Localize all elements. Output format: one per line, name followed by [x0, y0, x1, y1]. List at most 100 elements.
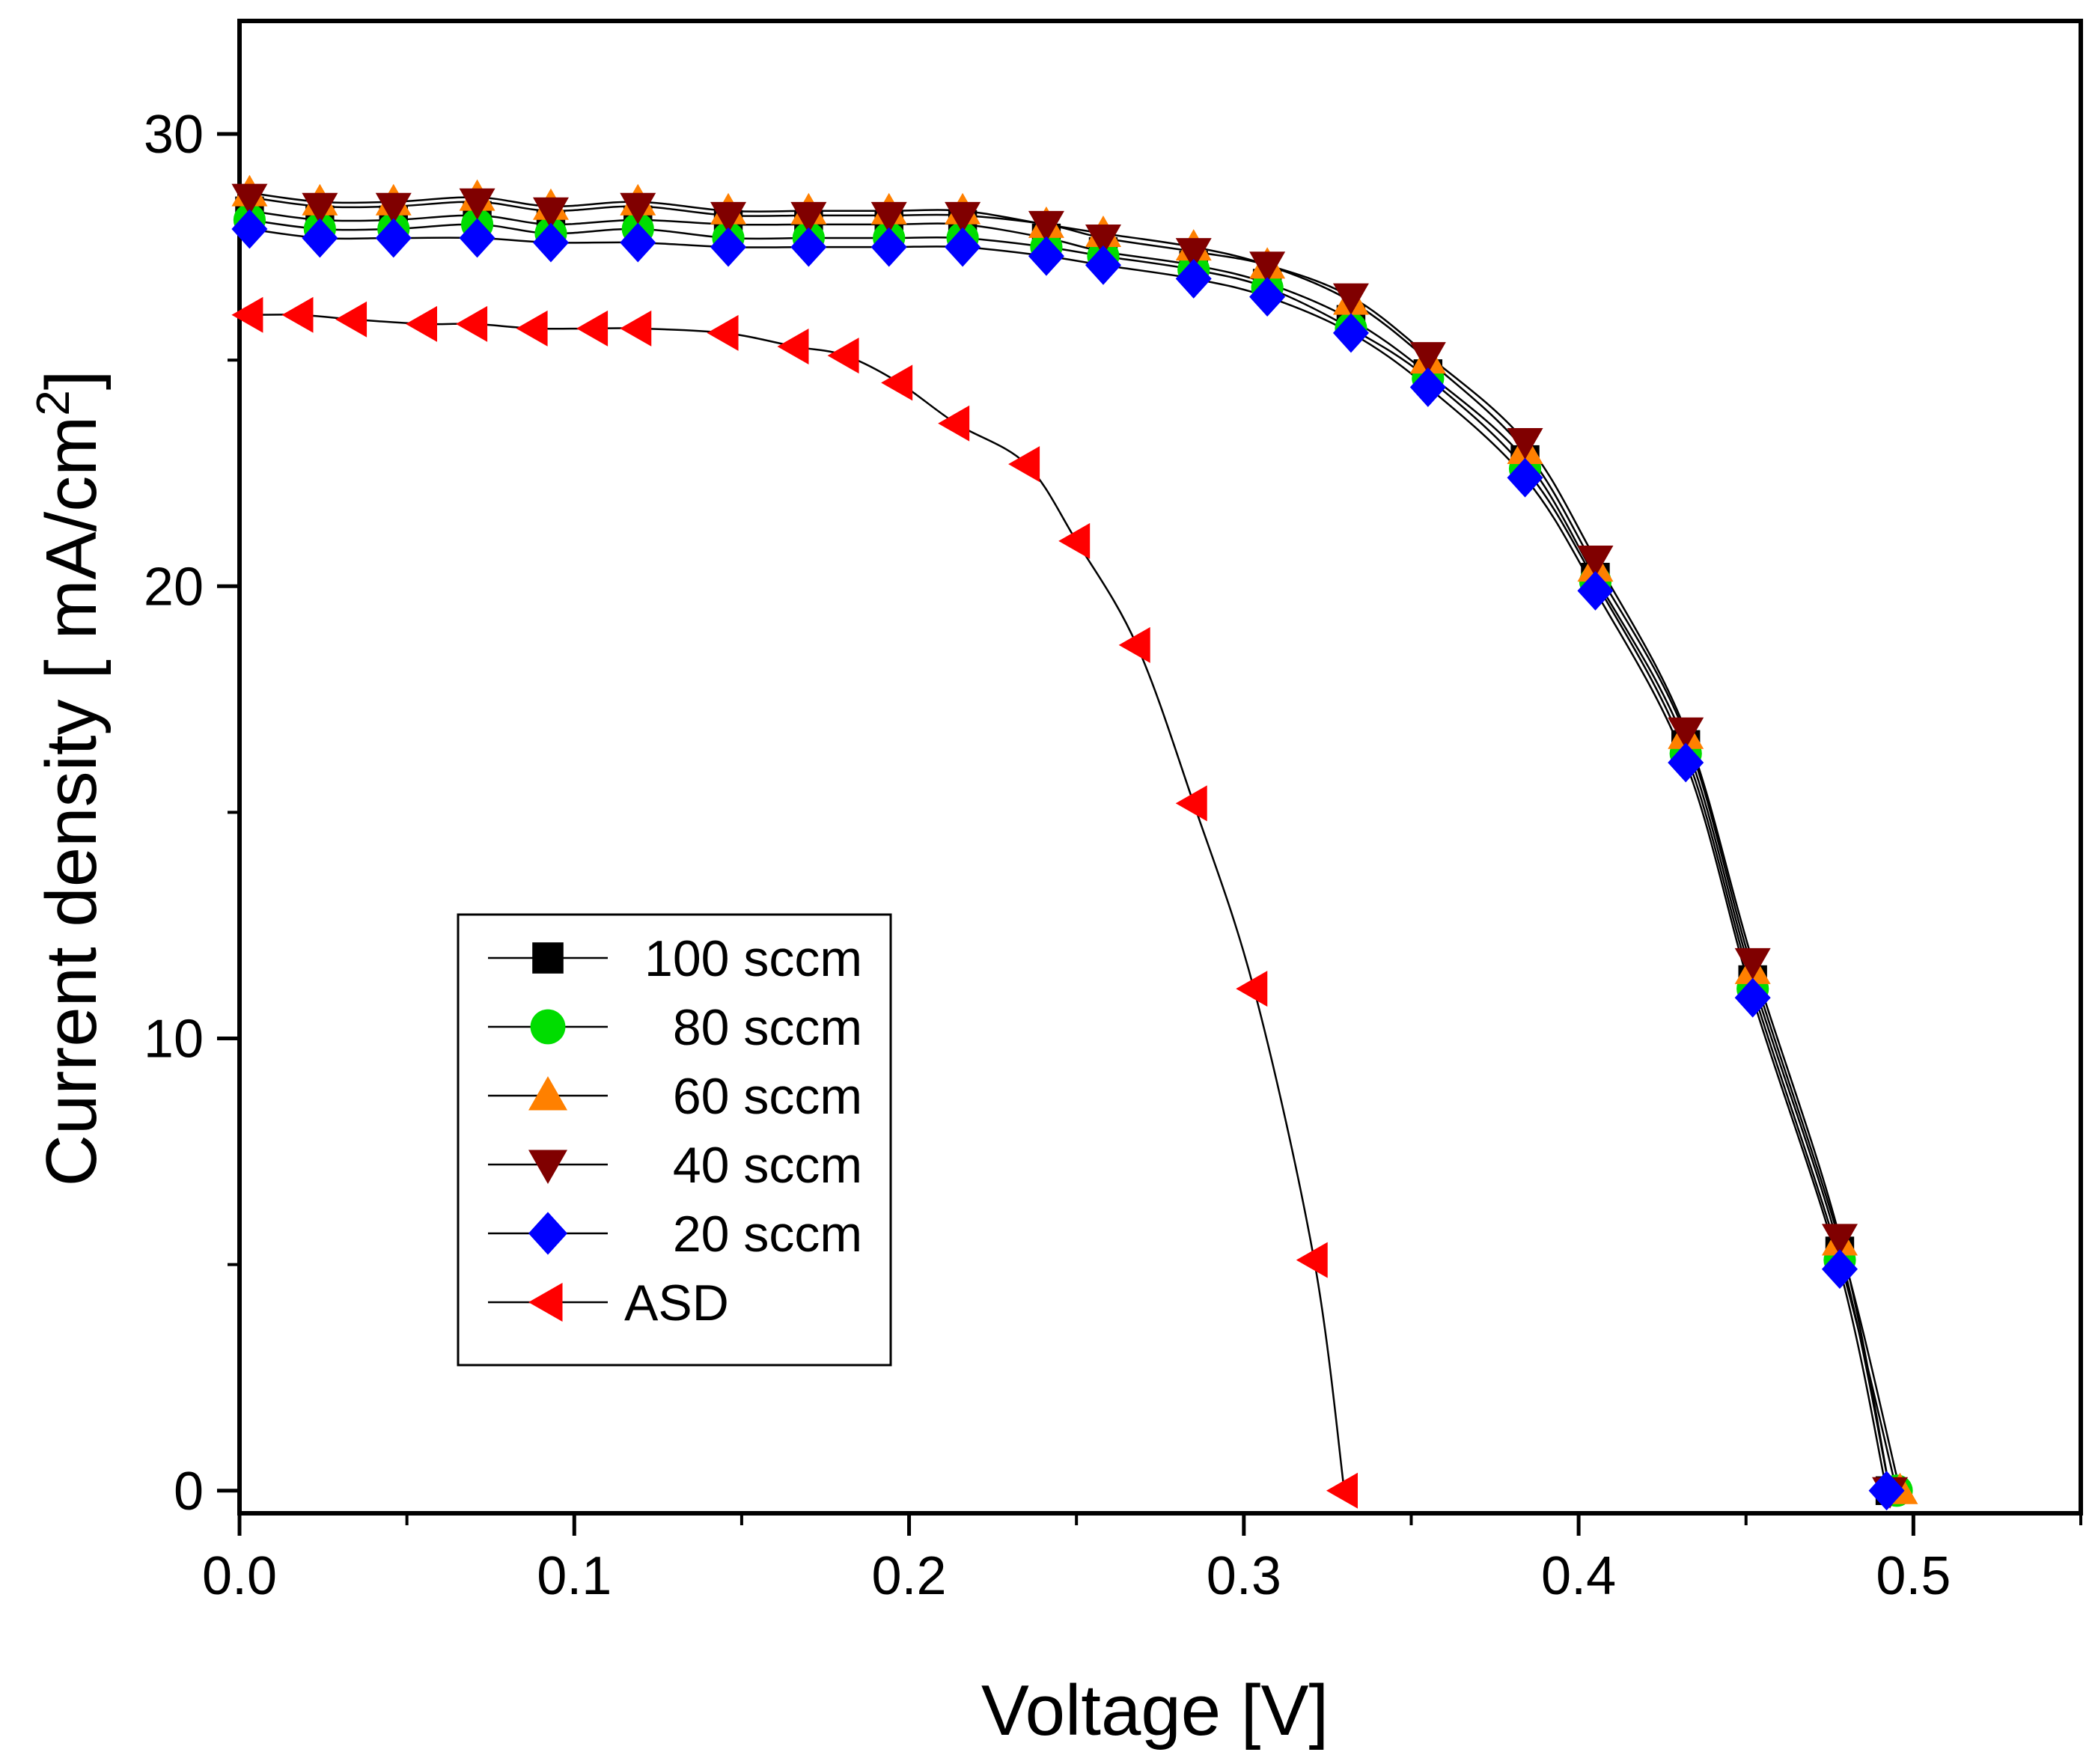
data-point-40-sccm — [1249, 251, 1286, 284]
legend-entry-asd: ASD — [488, 1275, 729, 1331]
data-point-20-sccm — [231, 209, 268, 249]
series-markers — [231, 174, 1918, 1511]
plot-border — [237, 19, 2083, 1516]
data-point-40-sccm — [870, 201, 907, 234]
series-layer — [231, 174, 1918, 1511]
data-point-20-sccm — [945, 227, 981, 267]
data-point-40-sccm — [1668, 717, 1704, 749]
x-tick-label: 0.3 — [1207, 1546, 1281, 1606]
legend-marker-40-sccm — [528, 1150, 567, 1184]
data-point-20-sccm — [1734, 977, 1771, 1018]
data-point-20-sccm — [870, 227, 907, 267]
data-point-40-sccm — [532, 197, 569, 229]
legend-label: ASD — [624, 1275, 729, 1331]
data-point-20-sccm — [1868, 1471, 1905, 1511]
data-point-20-sccm — [1409, 367, 1446, 407]
legend-marker-60-sccm — [528, 1076, 567, 1111]
data-point-asd — [620, 310, 652, 347]
data-point-asd — [516, 310, 548, 347]
y-axis-title-superscript: 2 — [28, 390, 79, 415]
data-point-40-sccm — [1507, 427, 1543, 460]
data-point-20-sccm — [1028, 236, 1064, 276]
data-point-20-sccm — [459, 218, 495, 258]
legend-label: 60 sccm — [673, 1068, 862, 1125]
data-point-asd — [406, 305, 437, 342]
series-points-20-sccm — [231, 209, 1905, 1511]
data-point-40-sccm — [620, 192, 656, 225]
data-point-20-sccm — [1085, 245, 1121, 285]
x-tick-label: 0.0 — [202, 1546, 277, 1606]
data-point-20-sccm — [620, 222, 656, 263]
data-point-asd — [1118, 626, 1150, 663]
x-axis: 0.0 0.1 0.2 0.3 0.4 0.5 — [202, 1513, 2082, 1606]
legend-entry-100-sccm: 100 sccm — [488, 930, 862, 987]
data-point-asd — [1236, 971, 1268, 1007]
data-point-20-sccm — [1507, 457, 1543, 498]
y-tick-label: 0 — [174, 1462, 204, 1522]
y-axis-title-suffix: ] — [31, 370, 112, 391]
data-point-40-sccm — [302, 192, 338, 225]
x-tick-label: 0.4 — [1541, 1546, 1616, 1606]
y-tick-label: 10 — [144, 1010, 204, 1069]
legend-label: 40 sccm — [673, 1137, 862, 1194]
data-point-40-sccm — [1332, 283, 1369, 315]
legend-label: 100 sccm — [644, 930, 862, 987]
data-point-20-sccm — [302, 218, 338, 258]
data-point-40-sccm — [790, 201, 827, 234]
data-point-20-sccm — [1577, 570, 1614, 611]
data-point-40-sccm — [945, 201, 981, 234]
x-tick-label: 0.5 — [1876, 1546, 1951, 1606]
data-point-asd — [777, 329, 809, 365]
y-axis-title: Current density [ mA/cm2] — [28, 370, 112, 1187]
legend-marker-80-sccm — [530, 1009, 566, 1045]
data-point-asd — [1326, 1472, 1358, 1509]
legend-box — [457, 913, 892, 1367]
data-point-40-sccm — [1175, 238, 1212, 270]
data-point-40-sccm — [1409, 342, 1446, 374]
legend-label: 20 sccm — [673, 1206, 862, 1263]
data-point-asd — [707, 314, 739, 351]
data-point-40-sccm — [1734, 947, 1771, 980]
data-point-asd — [1008, 446, 1040, 483]
data-point-40-sccm — [1028, 210, 1064, 242]
data-point-20-sccm — [1332, 313, 1369, 353]
data-point-asd — [1058, 522, 1091, 559]
x-tick-label: 0.1 — [537, 1546, 612, 1606]
data-point-40-sccm — [1821, 1224, 1858, 1256]
data-point-20-sccm — [1249, 277, 1286, 317]
data-point-asd — [1296, 1242, 1328, 1278]
data-point-20-sccm — [1668, 742, 1704, 783]
legend-entry-60-sccm: 60 sccm — [488, 1068, 862, 1125]
data-point-20-sccm — [1175, 259, 1212, 299]
data-point-asd — [281, 296, 314, 333]
data-point-20-sccm — [1821, 1249, 1858, 1290]
data-point-20-sccm — [532, 222, 569, 263]
y-tick-label: 30 — [144, 105, 204, 165]
data-point-20-sccm — [375, 218, 412, 258]
data-point-asd — [335, 301, 368, 338]
legend-entry-40-sccm: 40 sccm — [488, 1137, 862, 1194]
data-point-asd — [881, 364, 913, 401]
y-tick-label: 20 — [144, 557, 204, 617]
x-axis-title: Voltage [V] — [981, 1670, 1329, 1751]
data-point-asd — [576, 310, 609, 347]
legend-marker-20-sccm — [528, 1212, 567, 1255]
y-axis-title-main: Current density [ mA/cm — [31, 416, 112, 1187]
plot-frame — [237, 19, 2083, 1516]
data-point-40-sccm — [231, 183, 268, 216]
y-axis: 0 10 20 30 — [144, 105, 240, 1522]
legend-entry-20-sccm: 20 sccm — [488, 1206, 862, 1263]
data-point-asd — [456, 305, 488, 342]
data-point-40-sccm — [1577, 546, 1614, 578]
data-point-20-sccm — [710, 227, 747, 267]
legend: 100 sccm 80 sccm 60 sccm 40 sccm 20 sccm ASD — [457, 913, 892, 1367]
x-tick-label: 0.2 — [871, 1546, 946, 1606]
data-point-40-sccm — [459, 188, 495, 220]
series-points-asd — [231, 296, 1358, 1509]
data-point-40-sccm — [375, 192, 412, 225]
legend-entry-80-sccm: 80 sccm — [488, 999, 862, 1056]
legend-marker-100-sccm — [532, 942, 564, 974]
data-point-asd — [231, 296, 263, 333]
